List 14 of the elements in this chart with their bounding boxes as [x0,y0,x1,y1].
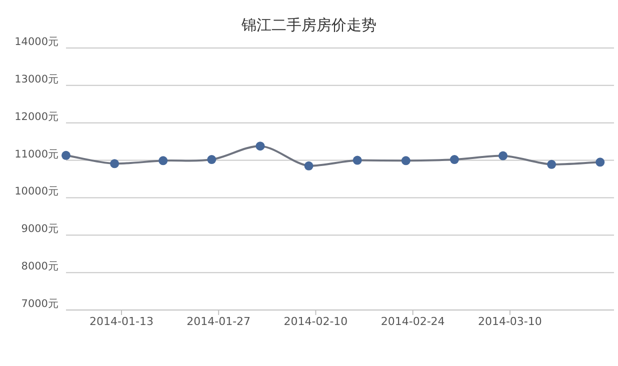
chart-title: 锦江二手房房价走势 [240,16,376,34]
y-tick-label: 8000元 [21,260,59,273]
y-tick-label: 7000元 [21,298,59,310]
y-tick-label: 13000元 [14,73,59,86]
y-tick-label: 11000元 [14,148,59,160]
x-tick-label: 2014-01-13 [90,315,154,328]
x-tick-label: 2014-02-24 [380,315,445,328]
y-tick-label: 9000元 [21,223,59,236]
x-tick-label: 2014-02-10 [284,315,348,328]
y-tick-label: 10000元 [14,186,59,198]
x-tick-label: 2014-01-27 [186,315,251,328]
x-tick-label: 2014-03-10 [478,315,542,328]
y-tick-label: 14000元 [14,36,59,48]
y-tick-label: 12000元 [14,110,59,123]
